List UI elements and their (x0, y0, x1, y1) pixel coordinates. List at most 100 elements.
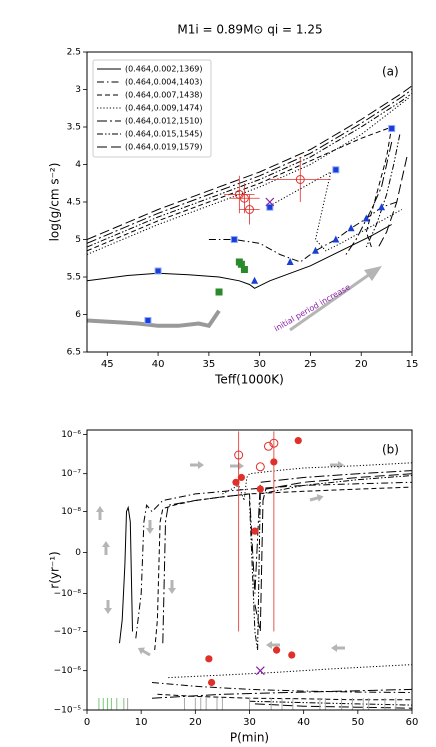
x-axis-label: P(min) (230, 731, 269, 745)
circle-marker (256, 485, 264, 493)
square-marker (388, 125, 396, 132)
x-tick-label: 0 (84, 717, 90, 728)
y-tick-label: 10⁻⁶ (61, 430, 81, 440)
square-marker (240, 266, 248, 273)
legend-label: (0.464,0.019,1579) (125, 143, 203, 152)
legend-label: (0.464,0.004,1403) (125, 78, 203, 87)
x-tick-label: 20 (355, 359, 368, 370)
x-tick-label: 50 (351, 717, 364, 728)
y-tick-label: 10⁻⁸ (61, 507, 81, 517)
y-axis-label: log(g/cm s⁻²) (48, 163, 62, 242)
panel-label: (a) (382, 65, 399, 79)
open-circle-marker (239, 193, 249, 203)
x-axis-label: Teff(1000K) (214, 373, 284, 387)
y-tick-label: −10⁻⁸ (54, 589, 82, 599)
y-tick-label: 0 (75, 548, 81, 558)
annotation: initial period increase (273, 282, 352, 333)
series-line (87, 126, 393, 252)
open-circle-marker (295, 175, 305, 184)
legend-label: (0.464,0.015,1545) (125, 130, 203, 139)
circle-marker (237, 473, 245, 482)
open-circle-marker (255, 462, 265, 472)
legend-label: (0.464,0.007,1438) (125, 91, 203, 100)
circle-marker (205, 655, 213, 663)
circle-marker (294, 436, 302, 445)
axes-frame (86, 51, 413, 353)
legend-box (92, 59, 212, 158)
series-line (87, 92, 412, 248)
period-arrow (289, 266, 382, 332)
y-tick-label: 5.5 (67, 273, 81, 283)
series-line (208, 201, 397, 263)
square-marker (266, 203, 274, 211)
series-line (87, 89, 412, 255)
x-tick-label: 30 (243, 717, 256, 728)
x-tick-label: 25 (304, 359, 317, 370)
plot-area (98, 431, 412, 710)
triangle-marker (347, 224, 355, 232)
series-line (87, 224, 392, 289)
triangle-marker (251, 276, 259, 284)
series-line (135, 481, 412, 693)
x-tick-label: 20 (189, 717, 202, 728)
y-tick-label: −10⁻⁶ (54, 666, 82, 676)
legend-label: (0.464,0.009,1474) (125, 104, 203, 113)
y-tick-label: −10⁻⁵ (54, 706, 82, 716)
x-tick-label: 40 (297, 717, 310, 728)
x-tick-label: 15 (406, 359, 419, 370)
y-tick-label: 10⁻⁷ (61, 469, 81, 479)
triangle-marker (332, 235, 340, 243)
circle-marker (232, 478, 240, 486)
legend-label: (0.464,0.002,1369) (125, 65, 203, 74)
series-line (87, 309, 221, 329)
square-marker (332, 166, 340, 174)
figure-title: M1i = 0.89M⊙ qi = 1.25 (177, 23, 322, 37)
open-circle-marker (245, 205, 254, 214)
circle-marker (251, 527, 259, 535)
x-tick-label: 40 (152, 359, 165, 370)
y-axis-label: r(yr⁻¹) (48, 551, 62, 588)
x-marker (265, 197, 275, 207)
triangle-marker (378, 203, 386, 211)
square-marker (144, 317, 152, 324)
open-circle-marker (269, 438, 279, 448)
series-line (168, 462, 412, 679)
y-tick-label: 3 (75, 85, 81, 95)
x-tick-label: 35 (203, 359, 216, 370)
triangle-marker (286, 258, 294, 265)
x-marker (255, 666, 265, 676)
y-tick-label: 6 (75, 310, 81, 320)
y-tick-label: −10⁻⁷ (54, 627, 82, 637)
y-tick-label: 4.5 (67, 198, 81, 208)
plot-area (87, 85, 412, 329)
square-marker (230, 236, 238, 243)
flow-arrows (96, 461, 345, 657)
series-line (254, 473, 412, 709)
y-tick-label: 6.5 (67, 348, 81, 358)
y-tick-label: 2.5 (67, 48, 81, 58)
axes-frame (86, 429, 413, 711)
open-circle-marker (263, 441, 273, 451)
triangle-marker (362, 214, 370, 222)
square-marker (154, 267, 162, 275)
y-tick-label: 3.5 (67, 123, 81, 133)
legend-label: (0.464,0.012,1510) (125, 117, 203, 126)
y-tick-label: 4 (75, 160, 81, 170)
square-marker (215, 288, 223, 296)
circle-marker (272, 646, 281, 654)
x-tick-label: 45 (101, 359, 114, 370)
y-tick-label: 5 (75, 235, 81, 245)
x-tick-label: 30 (253, 359, 266, 370)
series-line (119, 505, 133, 644)
panel-label: (b) (382, 443, 399, 457)
x-tick-label: 60 (406, 717, 419, 728)
series-line (87, 85, 412, 248)
triangle-marker (312, 246, 320, 254)
x-tick-label: 10 (135, 717, 148, 728)
series-line (154, 486, 412, 701)
circle-marker (207, 678, 216, 687)
series-line (87, 96, 411, 255)
series-line (151, 470, 412, 699)
open-circle-marker (234, 450, 244, 460)
